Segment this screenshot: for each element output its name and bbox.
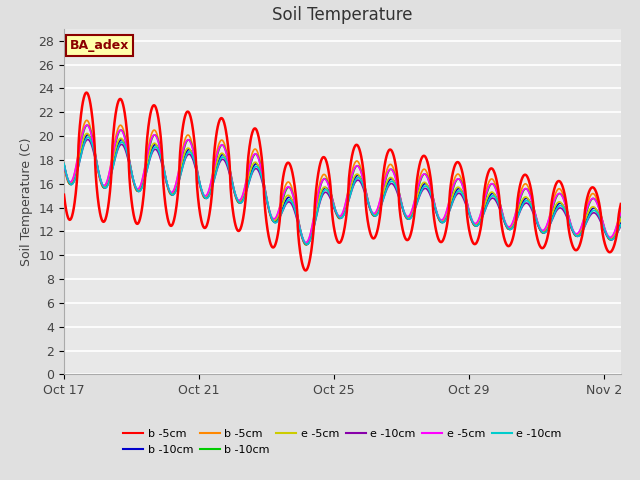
Legend: b -5cm, b -10cm, b -5cm, b -10cm, e -5cm, e -10cm, e -5cm, e -10cm: b -5cm, b -10cm, b -5cm, b -10cm, e -5cm… bbox=[118, 425, 566, 459]
Y-axis label: Soil Temperature (C): Soil Temperature (C) bbox=[20, 137, 33, 266]
Text: BA_adex: BA_adex bbox=[70, 39, 129, 52]
Title: Soil Temperature: Soil Temperature bbox=[272, 6, 413, 24]
